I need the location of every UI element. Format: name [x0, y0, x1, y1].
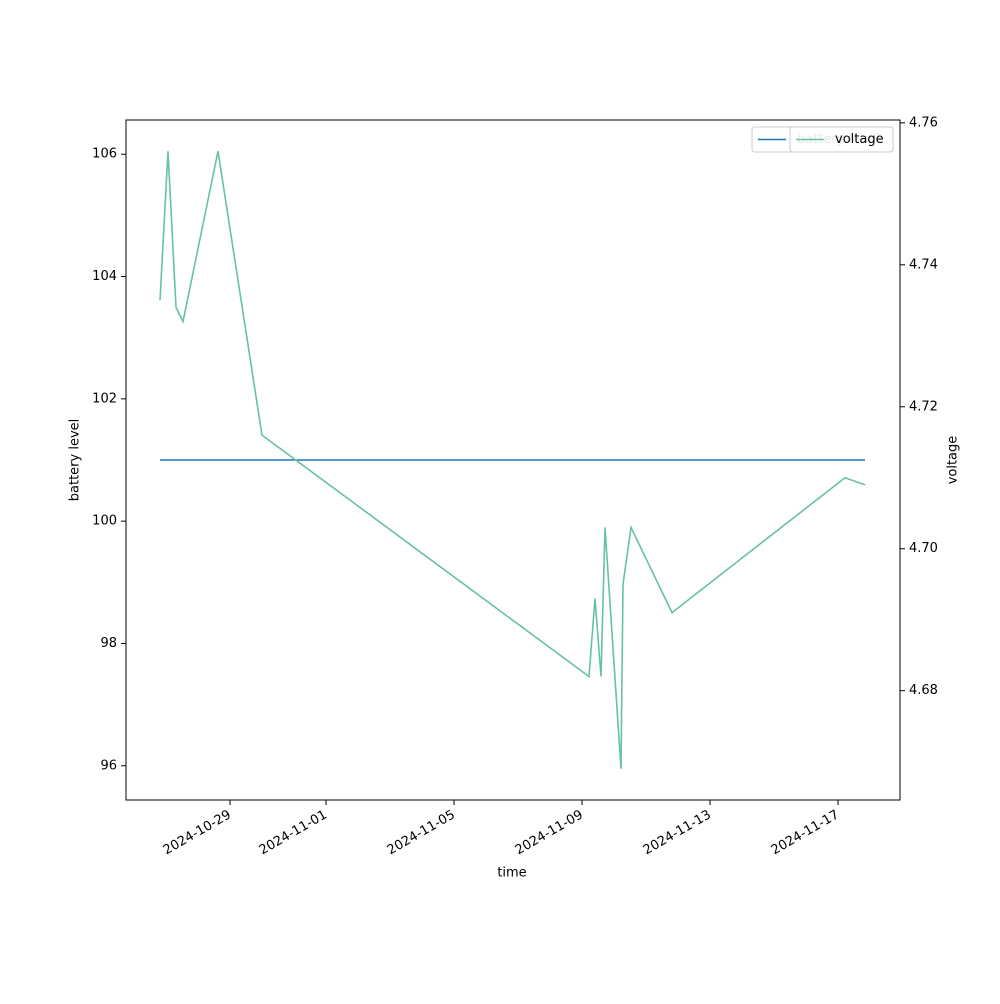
- x-tick-label: 2024-11-13: [641, 808, 714, 859]
- y-tick-label: 100: [92, 514, 117, 529]
- y-tick-label: 106: [92, 147, 117, 162]
- x-axis-label: time: [497, 866, 526, 881]
- y-tick-label: 102: [92, 391, 117, 406]
- x-tick-label: 2024-11-09: [513, 808, 586, 859]
- x-tick-label: 2024-11-17: [769, 808, 842, 859]
- plot-frame: [125, 119, 901, 801]
- x-tick-label: 2024-11-01: [257, 808, 330, 859]
- legend-box: [789, 126, 894, 153]
- y-tick-label: 98: [100, 636, 117, 651]
- y-tick-label: 96: [100, 758, 117, 773]
- y2-tick-label: 4.70: [909, 541, 938, 556]
- y2-tick-label: 4.72: [909, 399, 938, 414]
- y-axis-label: battery level: [68, 419, 83, 502]
- y2-axis-label: voltage: [946, 436, 961, 485]
- y2-tick-label: 4.68: [909, 683, 938, 698]
- y-tick-label: 104: [92, 269, 117, 284]
- legend-label: voltage: [835, 132, 884, 147]
- x-tick-label: 2024-10-29: [161, 808, 234, 859]
- y2-tick-label: 4.74: [909, 257, 938, 272]
- x-tick-label: 2024-11-05: [385, 808, 458, 859]
- line-series: [159, 151, 866, 769]
- y2-tick-label: 4.76: [909, 115, 938, 130]
